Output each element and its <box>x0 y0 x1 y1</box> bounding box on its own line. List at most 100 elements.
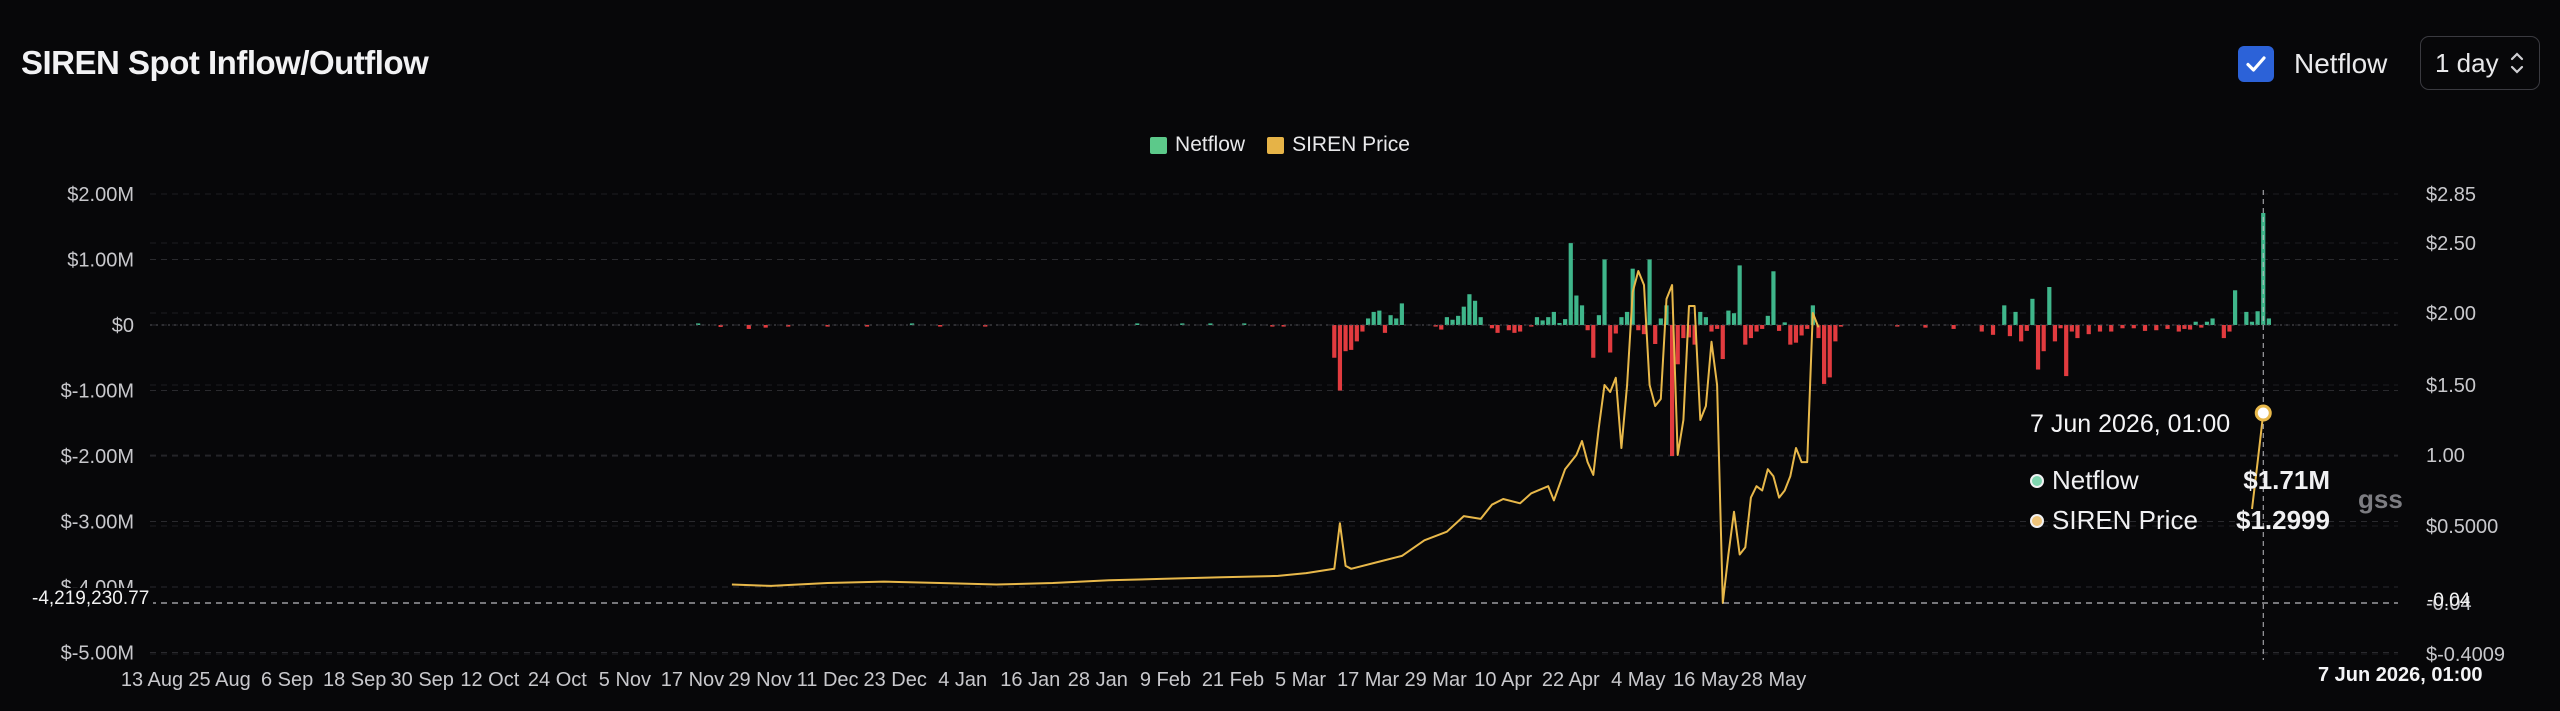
netflow-bar <box>1591 325 1596 358</box>
netflow-bar <box>1709 325 1714 332</box>
y2-tick-label: $1.50 <box>2426 375 2476 397</box>
y2-tick-label: -0.04 <box>2426 593 2472 615</box>
netflow-bar <box>1743 325 1748 345</box>
tooltip-label-price: SIREN Price <box>2052 505 2198 535</box>
netflow-bar <box>1439 325 1444 330</box>
netflow-bar <box>2030 298 2035 325</box>
netflow-bar <box>1467 294 1472 325</box>
netflow-bar <box>1731 313 1737 325</box>
legend-swatch-price <box>1267 136 1285 154</box>
page-title: SIREN Spot Inflow/Outflow <box>21 44 429 81</box>
netflow-bar <box>1754 325 1759 332</box>
y2-tick-label: 1.00 <box>2426 445 2465 467</box>
y-tick-label: $-3.00M <box>61 512 134 534</box>
netflow-bar <box>2210 318 2215 325</box>
netflow-toggle[interactable]: Netflow <box>2238 46 2387 82</box>
x-tick-label: 18 Sep <box>323 669 386 691</box>
netflow-bar <box>2035 325 2041 370</box>
netflow-bar <box>2165 325 2170 329</box>
y-tick-label: $-1.00M <box>61 381 134 403</box>
tooltip-row-price: SIREN Price $1.2999 <box>2030 505 2350 536</box>
y-tick-label: $-5.00M <box>61 643 134 665</box>
netflow-bar <box>938 325 943 327</box>
price-hover-point <box>2254 404 2272 422</box>
netflow-bar <box>763 325 768 328</box>
netflow-bar <box>2221 325 2226 339</box>
netflow-bar <box>1675 325 1680 365</box>
netflow-bar <box>1450 319 1455 325</box>
chart-legend: Netflow SIREN Price <box>0 133 2560 157</box>
netflow-bar <box>1816 325 1821 339</box>
netflow-bar <box>1343 325 1348 352</box>
netflow-bar <box>1529 325 1534 327</box>
netflow-bar <box>1771 271 1776 325</box>
netflow-bar <box>2064 325 2069 377</box>
netflow-bar <box>1478 317 1483 325</box>
netflow-bar <box>2142 325 2148 331</box>
netflow-bar <box>2131 325 2136 329</box>
netflow-bar <box>2244 311 2249 325</box>
netflow-bar <box>909 323 915 325</box>
netflow-bar <box>1574 295 1579 325</box>
netflow-bar <box>2199 325 2204 328</box>
netflow-bar <box>2075 325 2080 339</box>
netflow-bar <box>1658 318 1663 325</box>
netflow-bar <box>1805 325 1810 329</box>
interval-value: 1 day <box>2435 47 2499 78</box>
x-tick-label: 16 May <box>1673 669 1739 691</box>
netflow-bar <box>1636 325 1641 331</box>
netflow-bar <box>1624 311 1630 325</box>
tooltip-value-price: $1.2999 <box>2236 505 2330 535</box>
netflow-bar <box>1686 325 1692 338</box>
netflow-bar <box>1647 259 1652 325</box>
x-tick-label: 5 Mar <box>1275 669 1326 691</box>
netflow-bar <box>2255 311 2260 325</box>
netflow-bar <box>1534 317 1540 325</box>
legend-item-netflow[interactable]: Netflow <box>1150 133 1245 157</box>
netflow-bar <box>1506 325 1511 331</box>
netflow-bar <box>1838 325 1844 327</box>
legend-item-price[interactable]: SIREN Price <box>1267 133 1410 157</box>
netflow-bar <box>1495 325 1500 333</box>
netflow-bar <box>1349 325 1354 350</box>
netflow-bar <box>746 325 751 329</box>
netflow-bar <box>1208 323 1213 325</box>
netflow-bar <box>1388 315 1393 325</box>
interval-select[interactable]: 1 day <box>2420 36 2540 90</box>
netflow-bar <box>1135 323 1140 325</box>
netflow-checkbox[interactable] <box>2238 46 2274 82</box>
netflow-bar <box>1512 325 1517 333</box>
netflow-bar <box>2007 325 2012 337</box>
netflow-bar <box>2182 325 2187 329</box>
netflow-bar <box>1563 319 1568 325</box>
x-tick-label: 17 Mar <box>1337 669 1400 691</box>
legend-swatch-netflow <box>1150 136 1168 154</box>
netflow-bar <box>1692 325 1697 345</box>
y-tick-label: $2.00M <box>67 184 134 206</box>
crosshair-x-label: 7 Jun 2026, 01:00 <box>2312 664 2489 687</box>
netflow-bar <box>1822 325 1827 384</box>
crosshair-y-right-label: -0.04 <box>2427 590 2471 611</box>
netflow-bar <box>1360 325 1365 332</box>
chart-tooltip: 7 Jun 2026, 01:00 Netflow $1.71M SIREN P… <box>2010 392 2350 567</box>
netflow-bar <box>2176 325 2181 332</box>
netflow-bar <box>1827 325 1832 378</box>
netflow-bar <box>2058 325 2063 329</box>
netflow-bar <box>1951 325 1956 329</box>
x-tick-label: 12 Oct <box>460 669 519 691</box>
netflow-bar <box>1748 325 1754 339</box>
y2-tick-label: $2.00 <box>2426 303 2476 325</box>
chevron-updown-icon <box>2510 52 2524 74</box>
netflow-bar <box>1765 315 1770 325</box>
netflow-bar <box>1517 325 1523 332</box>
netflow-bar <box>1365 318 1371 325</box>
price-line <box>731 270 1820 604</box>
netflow-bar <box>1270 325 1275 327</box>
y2-tick-label: $2.50 <box>2426 233 2476 255</box>
netflow-bar <box>1399 303 1404 325</box>
tooltip-label-netflow: Netflow <box>2052 465 2139 495</box>
netflow-bar <box>1619 317 1624 325</box>
netflow-bar <box>1799 325 1804 336</box>
netflow-label: Netflow <box>2294 48 2388 79</box>
